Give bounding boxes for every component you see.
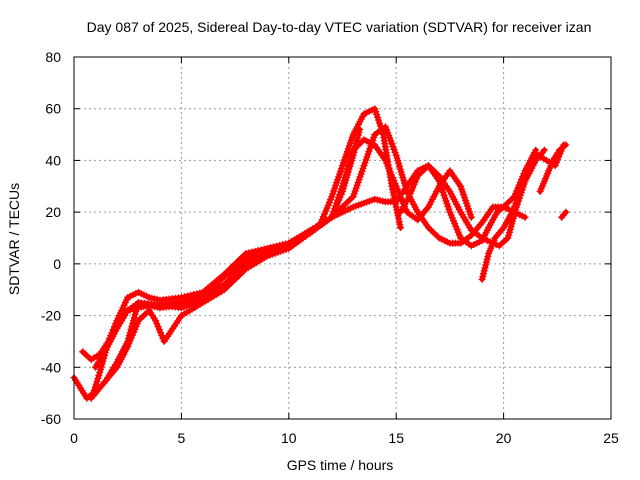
y-tick-label: -60	[41, 411, 61, 427]
data-point	[395, 215, 403, 223]
y-tick-label: 80	[45, 49, 61, 65]
data-point	[467, 213, 475, 221]
data-point	[521, 213, 529, 221]
data-point	[93, 377, 101, 385]
data-point	[394, 212, 402, 220]
data-point	[152, 317, 160, 325]
data-point	[276, 247, 284, 255]
data-point	[412, 175, 420, 183]
data-point	[153, 320, 161, 328]
data-point	[513, 196, 521, 204]
data-point	[155, 326, 163, 334]
chart-title: Day 087 of 2025, Sidereal Day-to-day VTE…	[87, 19, 592, 35]
data-point	[269, 248, 277, 256]
y-tick-label: 40	[45, 152, 61, 168]
x-tick-label: 5	[178, 430, 186, 446]
data-point	[133, 305, 141, 313]
plot-frame	[73, 56, 612, 420]
x-tick-label: 10	[281, 430, 297, 446]
data-point	[126, 328, 134, 336]
data-point	[509, 205, 517, 213]
data-point	[562, 141, 570, 149]
data-point	[94, 374, 102, 382]
data-point	[396, 224, 404, 232]
data-point	[127, 325, 135, 333]
data-point	[130, 314, 138, 322]
data-point	[266, 249, 274, 257]
data-point	[95, 371, 103, 379]
data-point	[279, 246, 287, 254]
data-point	[154, 323, 162, 331]
data-series-track-9	[558, 208, 570, 221]
y-tick-label: -20	[41, 308, 61, 324]
data-point	[273, 247, 281, 255]
data-point	[129, 320, 137, 328]
data-point	[396, 221, 404, 229]
data-point	[512, 199, 520, 207]
data-point	[562, 208, 570, 216]
data-point	[406, 190, 414, 198]
data-point	[390, 191, 398, 199]
data-point	[508, 208, 516, 216]
data-point	[405, 193, 413, 201]
y-tick-label: -40	[41, 359, 61, 375]
data-point	[408, 187, 416, 195]
y-tick-label: 20	[45, 204, 61, 220]
data-point	[410, 181, 418, 189]
x-tick-label: 0	[70, 430, 78, 446]
data-point	[128, 323, 136, 331]
data-point	[129, 317, 137, 325]
data-point	[132, 308, 140, 316]
data-point	[124, 337, 132, 345]
data-point	[92, 380, 100, 388]
data-point	[516, 190, 524, 198]
data-series-track-6	[396, 162, 529, 250]
x-tick-label: 20	[496, 430, 512, 446]
data-point	[125, 331, 133, 339]
data-point	[514, 193, 522, 201]
x-tick-label: 25	[603, 430, 619, 446]
data-point	[409, 184, 417, 192]
x-tick-label: 15	[388, 430, 404, 446]
data-point	[157, 329, 165, 337]
data-point	[540, 146, 548, 154]
data-layer	[70, 105, 570, 402]
data-point	[158, 332, 166, 340]
data-point	[131, 311, 139, 319]
x-axis-label: GPS time / hours	[287, 457, 394, 473]
y-axis-label: SDTVAR / TECUs	[6, 183, 22, 295]
data-point	[134, 302, 142, 310]
data-point	[532, 146, 540, 154]
y-tick-label: 60	[45, 101, 61, 117]
data-point	[263, 250, 271, 258]
data-point	[411, 178, 419, 186]
y-tick-label: 0	[53, 256, 61, 272]
data-point	[395, 218, 403, 226]
data-point	[125, 334, 133, 342]
data-point	[282, 245, 290, 253]
grid-layer	[74, 57, 611, 419]
data-series-track-5	[102, 146, 548, 384]
tick-layer: 0 5 10 15 20 25 -60 -40 -20 0 20 40 60 80	[41, 49, 619, 446]
data-point	[511, 202, 519, 210]
data-series-track-8	[536, 141, 570, 195]
